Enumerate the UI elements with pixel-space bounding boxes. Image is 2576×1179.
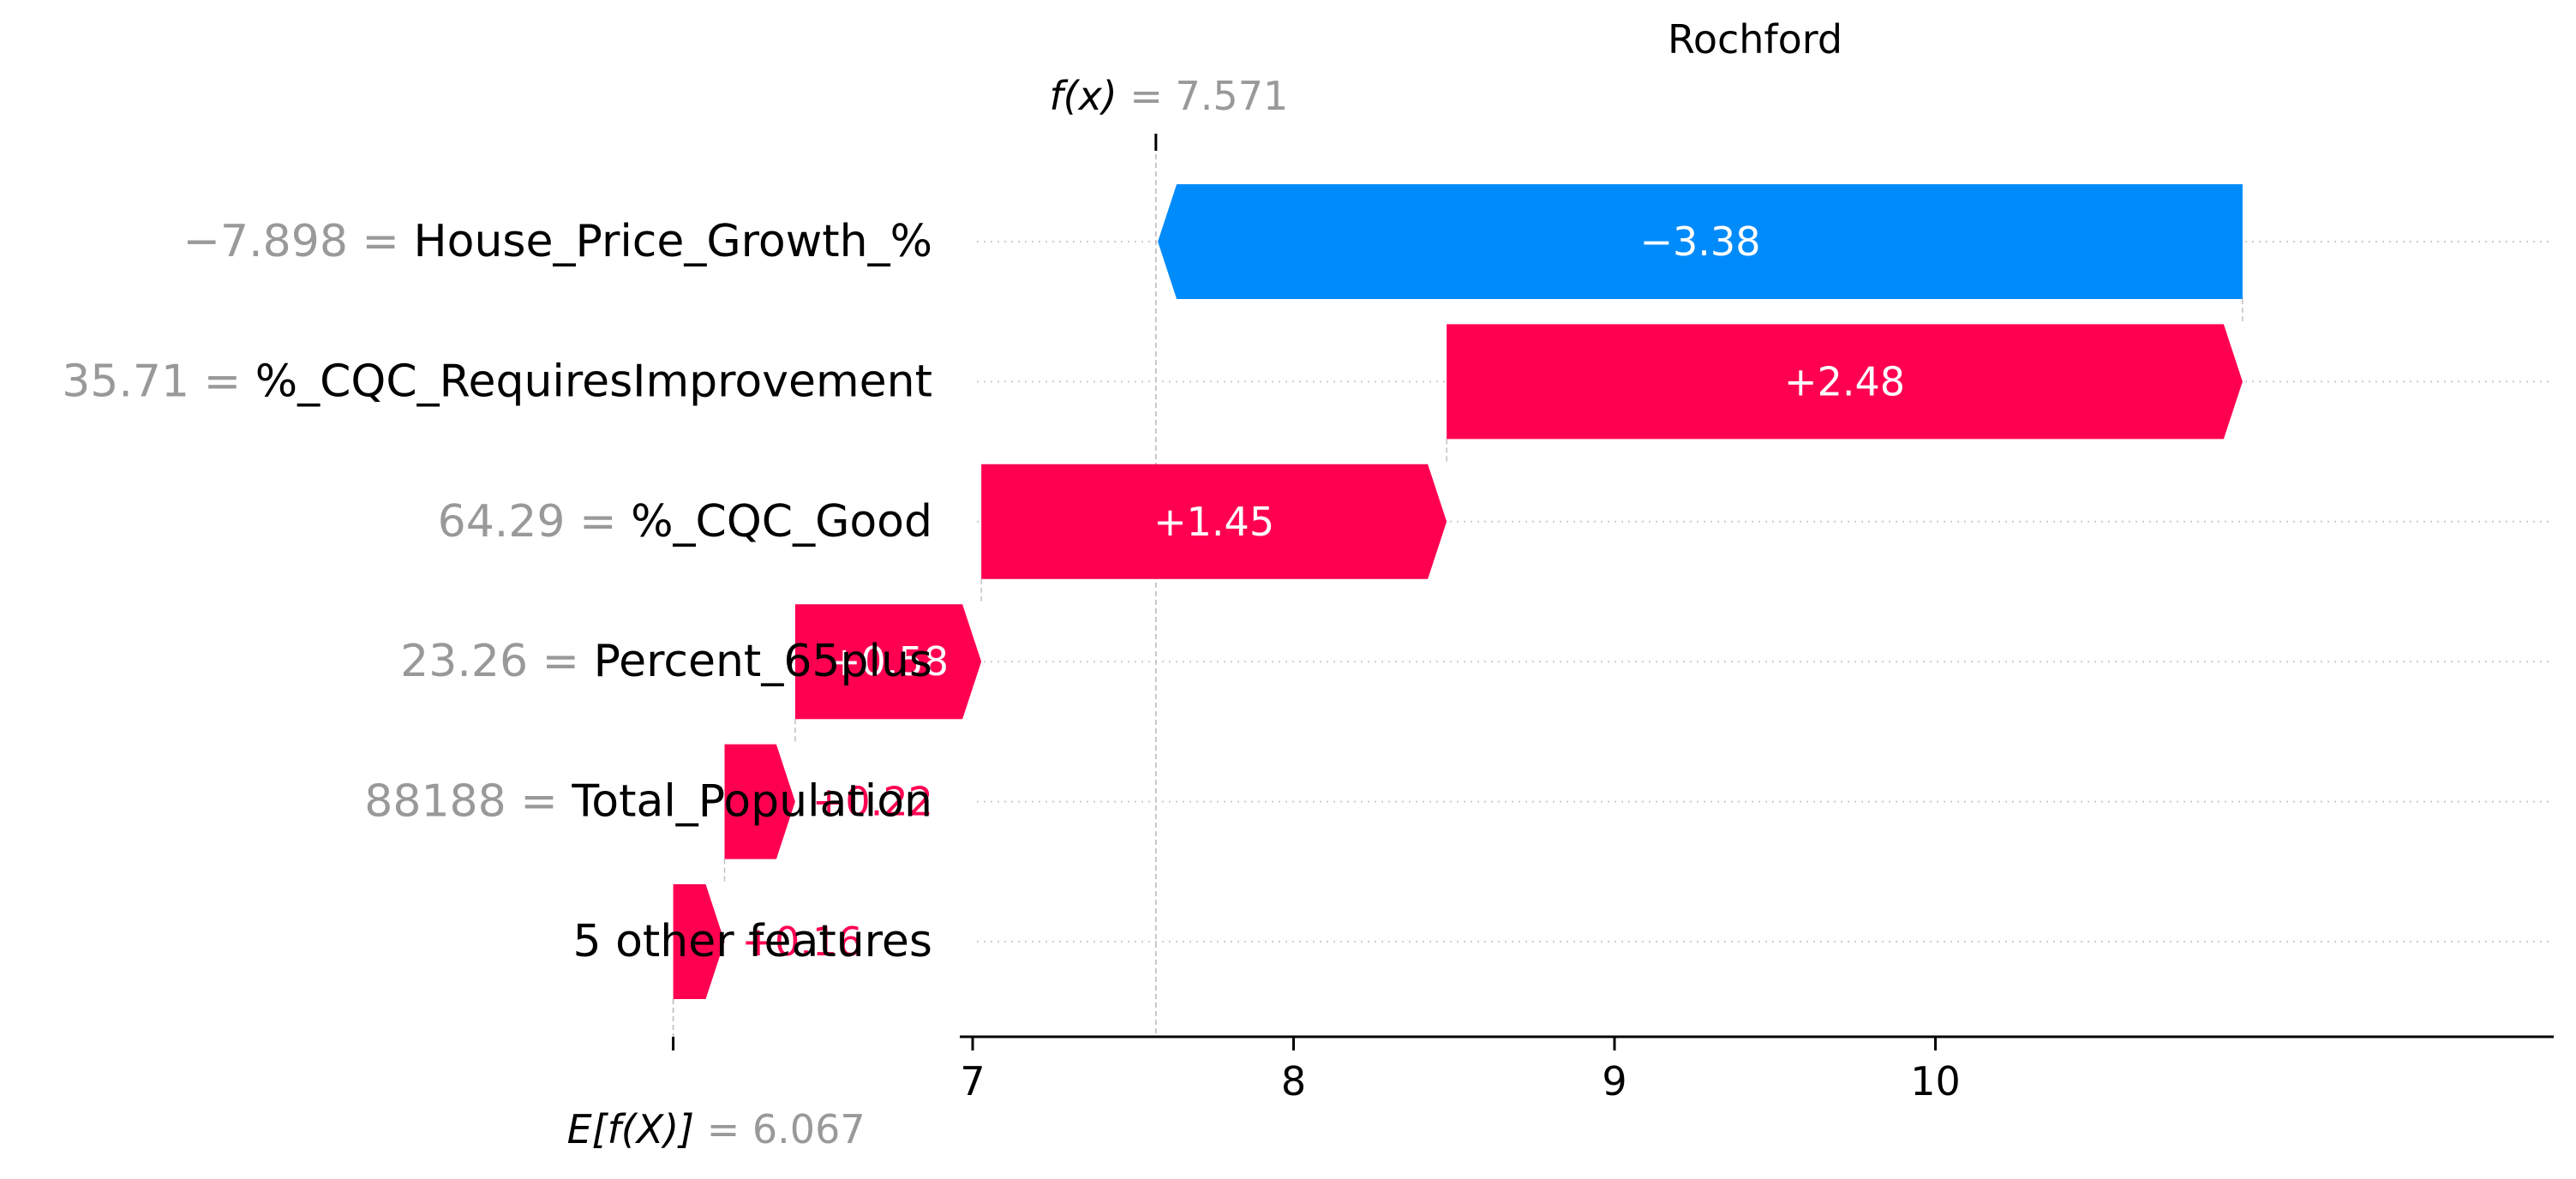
x-tick-label: 7	[960, 1058, 985, 1104]
feature-value: 23.26 =	[400, 636, 594, 687]
base-label: E[f(X)]	[567, 1106, 695, 1152]
x-tick-label: 8	[1281, 1058, 1306, 1104]
fx-annotation: f(x) = 7.571	[1049, 73, 1288, 119]
feature-label: −7.898 = House_Price_Growth_%	[183, 216, 932, 267]
feature-value: 88188 =	[364, 776, 572, 828]
feature-name: Percent_65plus	[594, 636, 932, 687]
row-gridlines	[977, 241, 2549, 943]
feature-label: 23.26 = Percent_65plus	[400, 636, 932, 687]
feature-value: 64.29 =	[438, 496, 632, 548]
reference-lines	[672, 134, 2244, 1037]
feature-name: %_CQC_RequiresImprovement	[255, 356, 932, 407]
feature-label: 64.29 = %_CQC_Good	[438, 496, 932, 548]
fx-text: f(x) = 7.571	[1049, 73, 1288, 119]
feature-value: −7.898 =	[183, 216, 413, 267]
feature-value: 35.71 =	[62, 356, 255, 407]
bar-value-label: +0.58	[828, 638, 949, 685]
base-text: E[f(X)] = 6.067	[567, 1106, 866, 1152]
feature-labels: −7.898 = House_Price_Growth_% 35.71 = %_C…	[62, 216, 932, 967]
x-tick-label: 9	[1602, 1058, 1626, 1104]
bar-value-label: +0.22	[812, 779, 933, 825]
feature-name: Total_Population	[571, 776, 932, 828]
contribution-bar	[981, 464, 1447, 579]
contribution-bar	[794, 604, 982, 720]
chart-title: Rochford	[1668, 16, 1842, 63]
feature-label: 88188 = Total_Population	[364, 776, 932, 828]
bar-value-label: +2.48	[1784, 358, 1905, 404]
contribution-bar	[1447, 324, 2243, 440]
fx-value: = 7.571	[1117, 73, 1288, 119]
feature-name: %_CQC_Good	[631, 496, 932, 548]
contribution-bar	[673, 884, 725, 999]
contribution-bars: −3.38 +2.48 +1.45 +0.58 +0.22 +0.16	[673, 184, 2243, 999]
base-value: = 6.067	[694, 1106, 865, 1152]
feature-name: House_Price_Growth_%	[414, 216, 932, 267]
bar-value-label: +1.45	[1153, 499, 1274, 545]
fx-label: f(x)	[1049, 73, 1117, 119]
contribution-bar	[1158, 184, 2243, 299]
x-axis: 7 8 9 10	[672, 1035, 2554, 1104]
bar-value-label: −3.38	[1640, 218, 1761, 265]
feature-label: 35.71 = %_CQC_RequiresImprovement	[62, 356, 932, 407]
feature-name: 5 other features	[572, 916, 932, 967]
x-tick-label: 10	[1910, 1058, 1961, 1104]
bar-value-label: +0.16	[742, 919, 863, 965]
base-annotation: E[f(X)] = 6.067	[567, 1106, 866, 1152]
feature-label: 5 other features	[572, 916, 932, 967]
contribution-bar	[724, 744, 795, 859]
